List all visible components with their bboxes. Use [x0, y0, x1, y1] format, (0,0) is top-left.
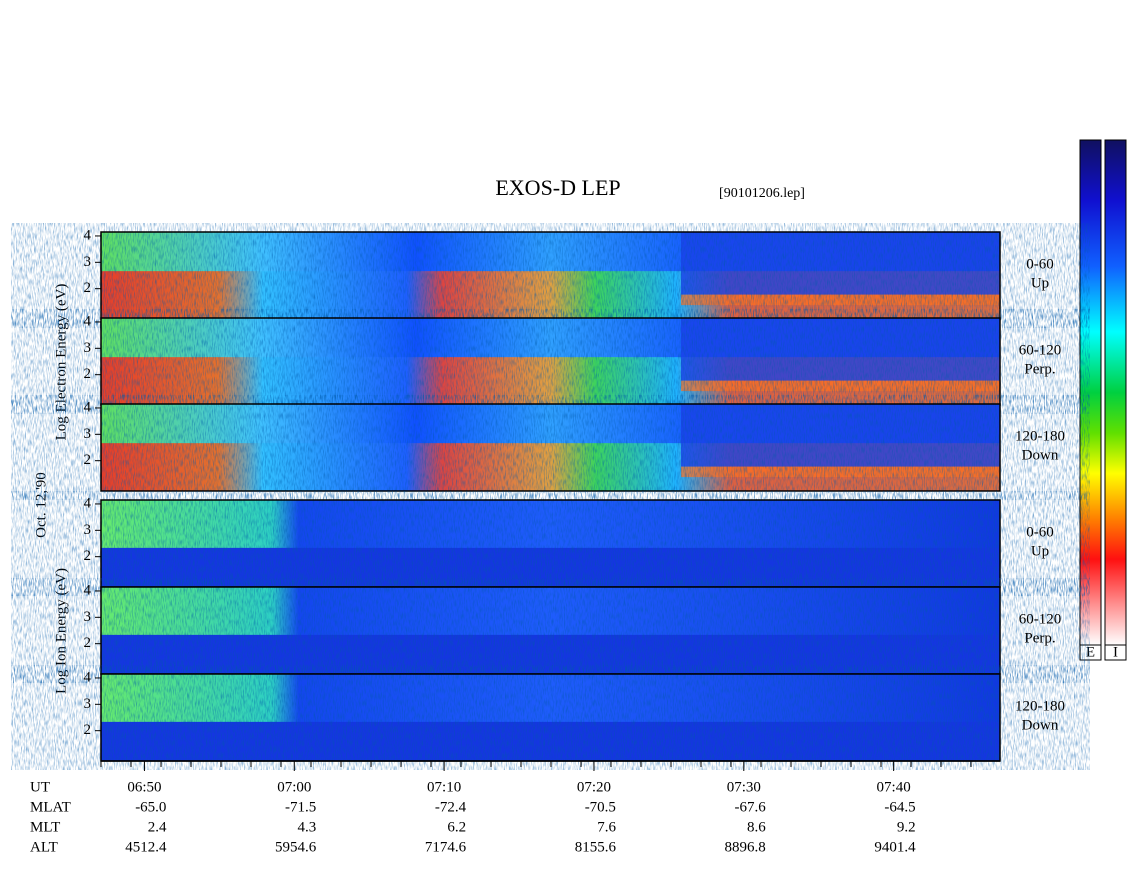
x-tick-label: 07:40: [877, 779, 911, 795]
ephemeris-value: 6.2: [447, 819, 466, 835]
y-tick-label: 4: [84, 313, 92, 329]
direction-label: Down: [1022, 717, 1059, 733]
pitch-label: 120-180: [1015, 698, 1065, 714]
direction-label: Up: [1031, 543, 1049, 559]
y-tick-label: 4: [84, 227, 92, 243]
y-tick-label: 3: [84, 254, 92, 270]
pitch-label: 120-180: [1015, 428, 1065, 444]
title: EXOS-D LEP: [495, 175, 620, 200]
spectrogram-noise: [101, 232, 1000, 319]
electron-ylabel: Log Electron Energy (eV): [53, 284, 69, 441]
ephemeris-value: 2.4: [148, 819, 167, 835]
row-label: MLT: [30, 819, 60, 835]
ephemeris-value: 4.3: [298, 819, 317, 835]
y-tick-label: 4: [84, 582, 92, 598]
y-tick-label: 3: [84, 696, 92, 712]
colorbar-label: E: [1086, 644, 1095, 660]
ephemeris-value: -64.5: [884, 799, 915, 815]
ephemeris-value: 7.6: [597, 819, 616, 835]
pitch-label: 60-120: [1019, 342, 1062, 358]
pitch-label: 0-60: [1026, 256, 1054, 272]
row-label: ALT: [30, 839, 58, 855]
spectrogram-noise: [101, 587, 1000, 674]
spectrogram-noise: [101, 674, 1000, 761]
direction-label: Down: [1022, 447, 1059, 463]
y-tick-label: 2: [84, 548, 92, 564]
x-tick-label: 07:30: [727, 779, 761, 795]
colorbar: [1104, 139, 1127, 646]
spectrogram-noise: [101, 404, 1000, 491]
y-tick-label: 2: [84, 452, 92, 468]
panel-frame: [100, 403, 1001, 492]
ephemeris-value: 8896.8: [725, 839, 766, 855]
file-name: [90101206.lep]: [719, 186, 805, 201]
colorbar-box: [1079, 644, 1102, 661]
pitch-label: 60-120: [1019, 611, 1062, 627]
y-tick-label: 4: [84, 495, 92, 511]
ephemeris-value: 9401.4: [874, 839, 916, 855]
y-tick-label: 3: [84, 609, 92, 625]
direction-label: Up: [1031, 275, 1049, 291]
y-tick-label: 3: [84, 340, 92, 356]
date: Oct. 12,'90: [33, 472, 49, 538]
ephemeris-value: -65.0: [135, 799, 166, 815]
ephemeris-value: -71.5: [285, 799, 316, 815]
ephemeris-value: 4512.4: [125, 839, 167, 855]
y-tick-label: 3: [84, 426, 92, 442]
x-tick-label: 07:00: [277, 779, 311, 795]
colorbar-label: I: [1113, 644, 1118, 660]
y-tick-label: 2: [84, 635, 92, 651]
y-tick-label: 4: [84, 399, 92, 415]
row-label: UT: [30, 779, 50, 795]
ion-ylabel: Log Ion Energy (eV): [53, 568, 69, 694]
x-tick-label: 06:50: [127, 779, 161, 795]
ephemeris-value: -72.4: [435, 799, 467, 815]
spectrogram-noise: [101, 500, 1000, 587]
direction-label: Perp.: [1024, 630, 1055, 646]
ephemeris-value: 8155.6: [575, 839, 617, 855]
direction-label: Perp.: [1024, 361, 1055, 377]
colorbar-box: [1104, 644, 1127, 661]
y-tick-label: 3: [84, 522, 92, 538]
x-tick-label: 07:20: [577, 779, 611, 795]
ephemeris-value: 7174.6: [425, 839, 467, 855]
pitch-label: 0-60: [1026, 524, 1054, 540]
y-tick-label: 2: [84, 722, 92, 738]
colorbar: [1079, 139, 1102, 646]
ephemeris-value: -70.5: [585, 799, 616, 815]
ephemeris-value: 5954.6: [275, 839, 317, 855]
y-tick-label: 2: [84, 366, 92, 382]
ephemeris-value: -67.6: [735, 799, 767, 815]
spectrogram-noise: [101, 318, 1000, 405]
row-label: MLAT: [30, 799, 71, 815]
ephemeris-value: 9.2: [897, 819, 916, 835]
y-tick-label: 2: [84, 280, 92, 296]
colorbars: E I: [1079, 139, 1127, 661]
ephemeris-value: 8.6: [747, 819, 766, 835]
x-tick-label: 07:10: [427, 779, 461, 795]
y-tick-label: 4: [84, 669, 92, 685]
